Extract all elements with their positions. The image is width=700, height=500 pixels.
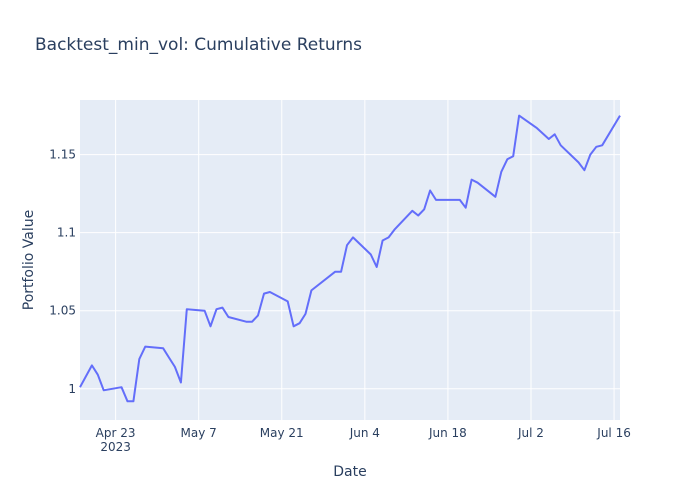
- y-axis-label: Portfolio Value: [21, 210, 37, 311]
- portfolio-value-line: [79, 114, 621, 403]
- x-tick-label: Jul 2: [517, 426, 544, 440]
- chart-title: Backtest_min_vol: Cumulative Returns: [35, 35, 362, 55]
- x-tick-label: May 7: [181, 426, 217, 440]
- y-gridlines: [80, 154, 620, 390]
- x-gridlines: [115, 100, 615, 420]
- y-tick-label: 1.05: [49, 304, 76, 318]
- x-tick-sublabel: 2023: [100, 440, 131, 454]
- y-tick-labels: 1 1.05 1.1 1.15: [49, 148, 76, 396]
- plot-background: [80, 100, 620, 420]
- x-tick-label: May 21: [260, 426, 304, 440]
- x-tick-label: Jun 18: [428, 426, 467, 440]
- x-tick-label: Apr 23: [96, 426, 136, 440]
- x-tick-label: Jul 16: [596, 426, 631, 440]
- x-axis-label: Date: [333, 464, 366, 480]
- x-tick-label: Jun 4: [349, 426, 380, 440]
- y-tick-label: 1.15: [49, 148, 76, 162]
- series-layer: [79, 114, 621, 403]
- y-tick-label: 1.1: [57, 226, 76, 240]
- y-tick-label: 1: [68, 382, 76, 396]
